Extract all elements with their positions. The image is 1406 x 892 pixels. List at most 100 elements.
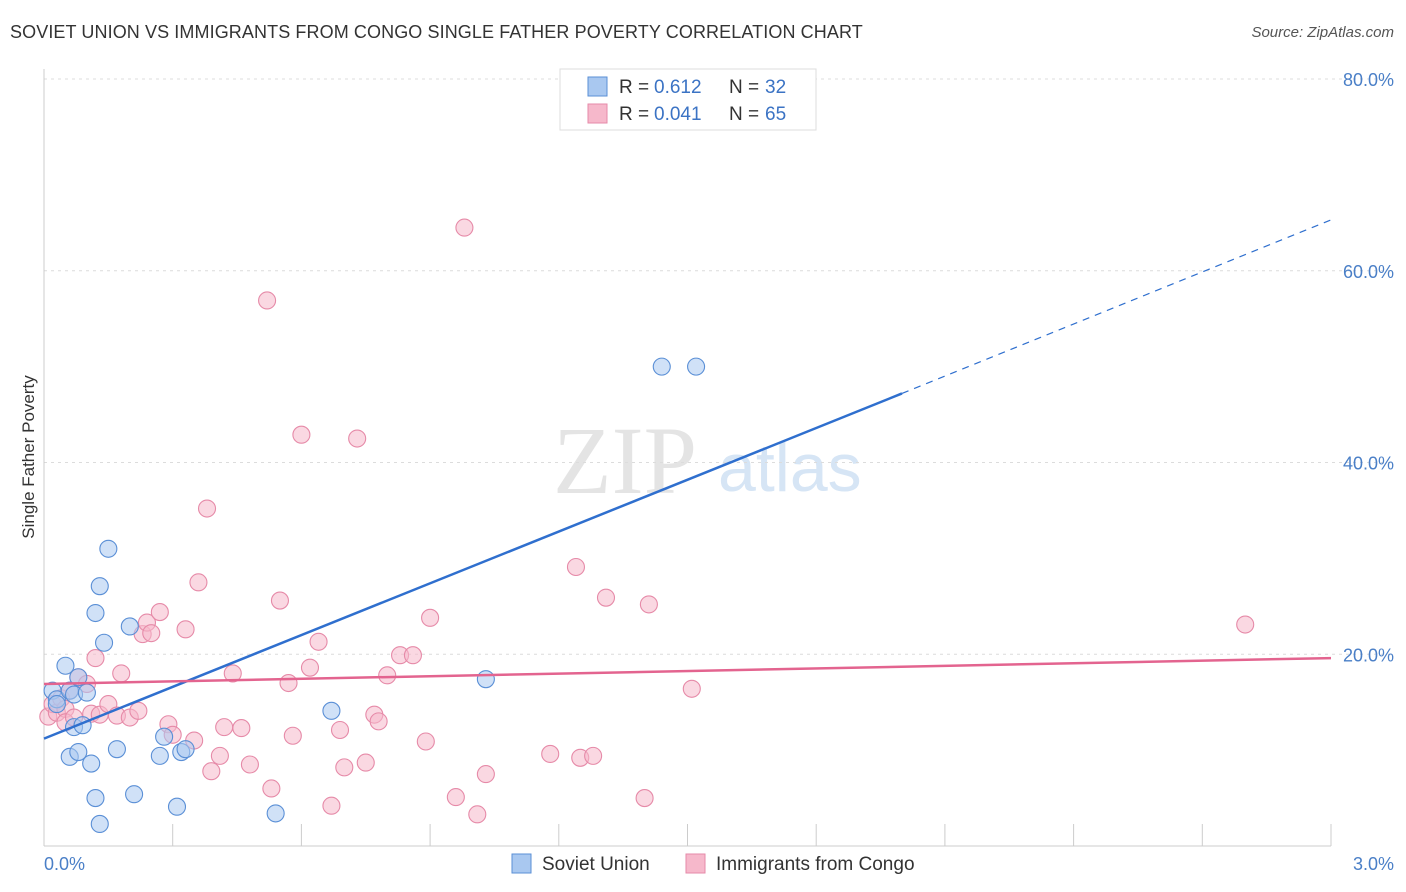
bottom-legend: Soviet Union Immigrants from Congo <box>511 853 915 875</box>
soviet-point-13 <box>86 603 105 623</box>
congo-point-24 <box>176 620 195 639</box>
x-tick-label-max: 3.0% <box>1353 854 1394 874</box>
chart-source: Source: ZipAtlas.com <box>1251 24 1394 41</box>
congo-point-44 <box>335 758 354 777</box>
congo-trendline <box>43 656 1332 686</box>
legend-swatch-congo <box>587 103 608 124</box>
congo-point-31 <box>223 664 242 683</box>
legend: R = 0.612 N = 32 R = 0.041 N = 65 <box>559 68 817 131</box>
soviet-point-23 <box>155 727 174 746</box>
bottom-legend-label-congo: Immigrants from Congo <box>716 854 915 875</box>
legend-r-label-soviet: R = <box>619 77 649 98</box>
congo-point-52 <box>416 732 435 751</box>
congo-point-37 <box>279 673 298 693</box>
soviet-point-12 <box>82 754 101 773</box>
y-tick-labels: 20.0% 40.0% 60.0% 80.0% <box>1343 70 1394 665</box>
congo-point-35 <box>262 779 281 798</box>
soviet-point-31 <box>687 357 706 376</box>
soviet-point-15 <box>90 577 109 596</box>
legend-swatch-soviet <box>587 76 608 97</box>
bottom-legend-label-soviet: Soviet Union <box>542 854 650 875</box>
gridlines <box>44 78 1394 655</box>
soviet-point-19 <box>107 740 126 759</box>
congo-point-65 <box>682 679 701 698</box>
trendlines <box>43 219 1332 740</box>
bottom-legend-swatch-soviet <box>511 853 532 874</box>
congo-point-58 <box>541 744 560 764</box>
soviet-point-9 <box>69 668 88 687</box>
congo-point-51 <box>403 646 422 665</box>
soviet-point-7 <box>69 742 88 762</box>
soviet-point-16 <box>90 814 109 833</box>
soviet-trendline <box>43 392 903 740</box>
congo-point-59 <box>566 557 586 577</box>
congo-point-48 <box>369 712 388 731</box>
congo-point-17 <box>129 701 148 720</box>
congo-points <box>39 218 1255 824</box>
congo-point-55 <box>455 218 474 237</box>
legend-n-value-soviet: 32 <box>765 77 786 98</box>
congo-point-63 <box>635 789 654 808</box>
soviet-trendline-extension <box>901 219 1332 395</box>
congo-point-32 <box>232 719 251 738</box>
congo-point-11 <box>86 649 105 668</box>
soviet-point-28 <box>322 701 341 720</box>
congo-point-36 <box>270 591 290 610</box>
congo-point-66 <box>1236 615 1255 634</box>
congo-point-26 <box>189 573 208 592</box>
congo-point-54 <box>446 788 465 807</box>
congo-point-39 <box>292 425 311 444</box>
soviet-point-22 <box>150 746 169 765</box>
congo-point-27 <box>197 499 217 518</box>
soviet-point-20 <box>120 617 139 636</box>
congo-point-57 <box>476 765 495 784</box>
soviet-point-30 <box>652 357 671 376</box>
congo-point-33 <box>240 755 259 774</box>
legend-r-value-soviet: 0.612 <box>654 77 702 98</box>
congo-point-45 <box>348 429 367 448</box>
soviet-point-26 <box>176 740 195 759</box>
soviet-point-21 <box>125 785 144 804</box>
y-axis-label: Single Father Poverty <box>19 375 38 539</box>
soviet-point-29 <box>476 670 495 689</box>
congo-point-49 <box>378 666 397 685</box>
congo-point-15 <box>112 664 131 683</box>
soviet-point-11 <box>77 683 96 702</box>
soviet-point-24 <box>167 797 187 816</box>
bottom-legend-swatch-congo <box>685 853 706 874</box>
congo-point-28 <box>202 762 221 781</box>
congo-point-20 <box>142 624 161 643</box>
congo-point-61 <box>584 746 603 765</box>
x-tick-label-min: 0.0% <box>44 854 85 874</box>
congo-point-21 <box>150 603 169 622</box>
soviet-point-27 <box>266 804 285 823</box>
legend-r-value-congo: 0.041 <box>654 104 702 125</box>
y-tick-label-60: 60.0% <box>1343 262 1394 282</box>
congo-point-38 <box>283 726 302 745</box>
legend-r-label-congo: R = <box>619 104 649 125</box>
soviet-point-17 <box>95 633 114 652</box>
congo-point-53 <box>421 608 440 627</box>
congo-point-46 <box>356 753 375 772</box>
legend-n-label-congo: N = <box>729 104 759 125</box>
soviet-point-18 <box>99 539 118 558</box>
watermark-zip: ZIP <box>553 407 697 514</box>
congo-point-30 <box>215 718 234 737</box>
y-tick-label-20: 20.0% <box>1343 645 1394 665</box>
congo-point-64 <box>639 595 658 614</box>
congo-point-40 <box>300 658 320 677</box>
congo-point-41 <box>309 632 328 651</box>
x-ticks <box>172 824 1332 846</box>
chart-title: SOVIET UNION VS IMMIGRANTS FROM CONGO SI… <box>10 22 863 42</box>
congo-point-43 <box>330 720 350 740</box>
congo-point-29 <box>210 746 229 765</box>
legend-n-value-congo: 65 <box>765 104 786 125</box>
congo-point-56 <box>468 805 487 824</box>
y-tick-label-80: 80.0% <box>1343 70 1394 90</box>
soviet-point-14 <box>86 789 105 808</box>
congo-point-34 <box>258 291 277 310</box>
soviet-point-3 <box>56 656 75 675</box>
y-tick-label-40: 40.0% <box>1343 454 1394 474</box>
congo-point-42 <box>322 796 341 815</box>
